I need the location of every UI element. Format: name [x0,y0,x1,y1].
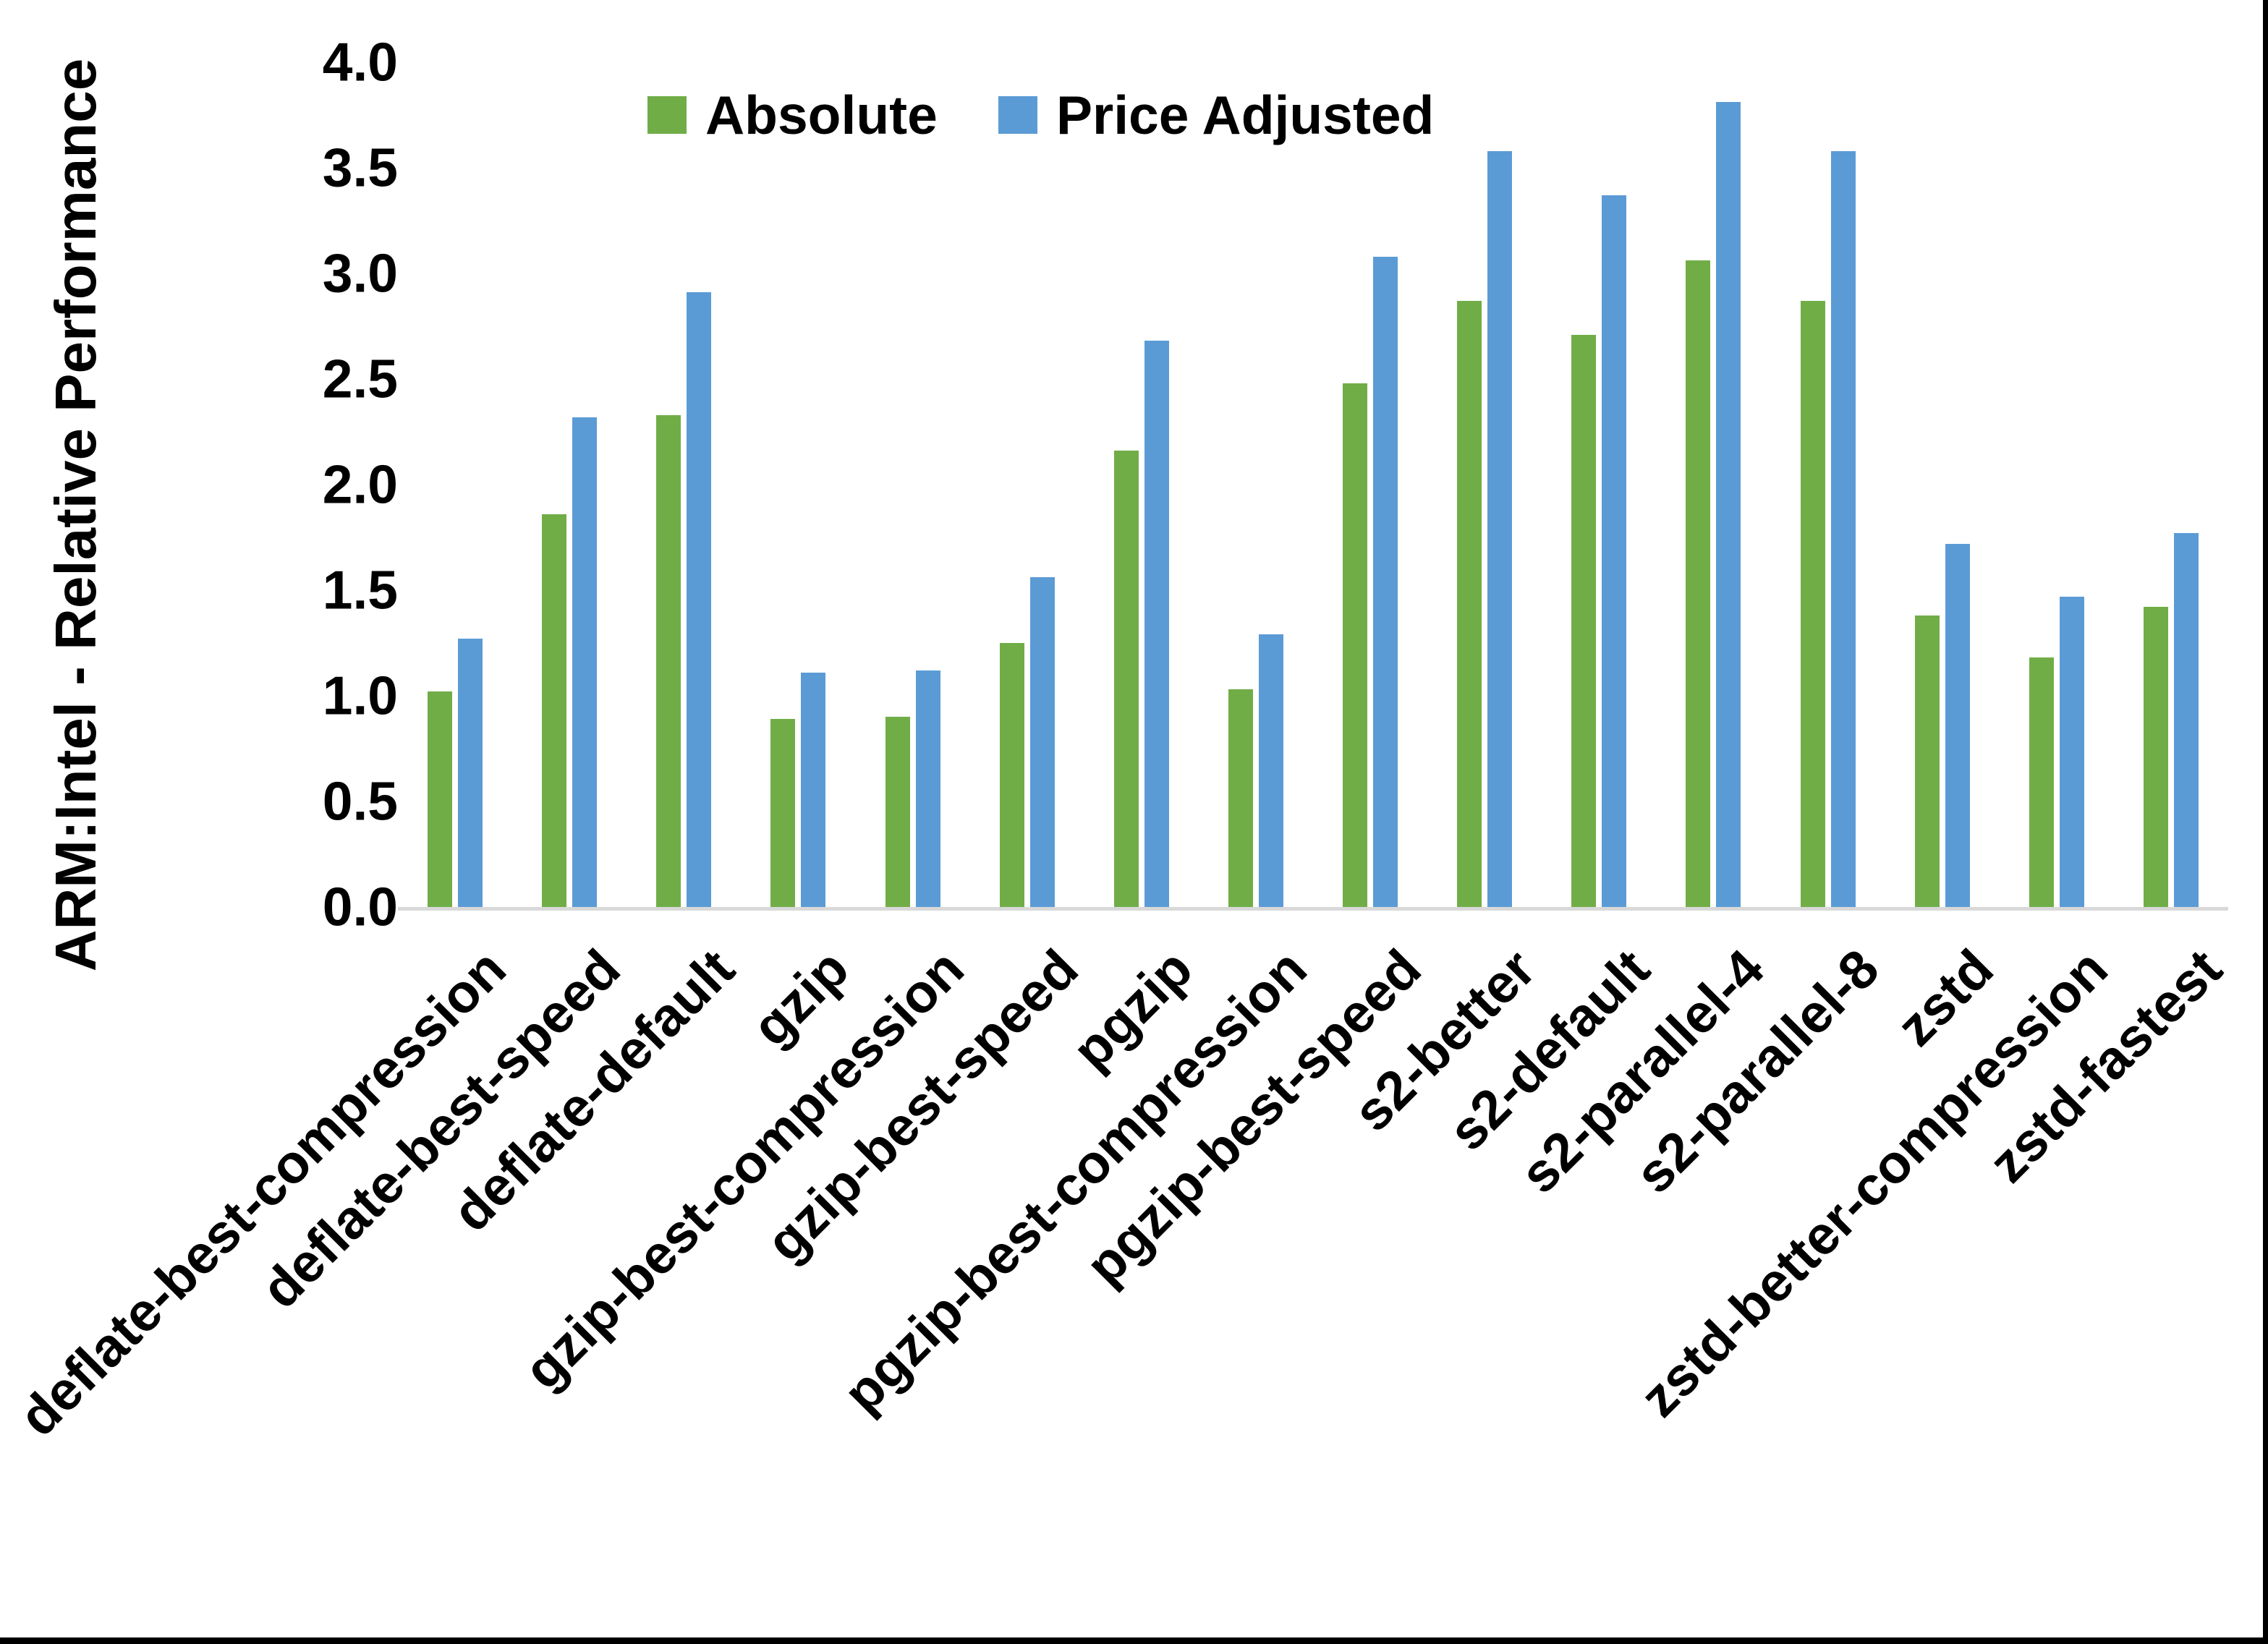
bar-absolute-s2-parallel-8 [1800,301,1825,907]
legend-swatch-price-adjusted-icon [998,96,1037,134]
legend-item-absolute: Absolute [647,88,938,142]
bar-absolute-deflate-default [656,415,681,907]
y-tick-label-3.0: 3.0 [322,242,398,304]
bar-absolute-zstd-better-compression [2029,657,2054,907]
bar-price-adjusted-deflate-best-speed [572,417,598,907]
bar-price-adjusted-pgzip-best-speed [1373,257,1398,907]
window-edge-bottom [0,1637,2268,1644]
bar-price-adjusted-gzip [801,673,826,907]
bar-price-adjusted-pgzip [1144,341,1169,907]
bar-price-adjusted-deflate-default [687,292,712,907]
bar-price-adjusted-s2-better [1487,151,1513,907]
y-tick-label-1.0: 1.0 [322,665,398,726]
legend-label-price-adjusted: Price Adjusted [1056,84,1435,145]
bar-absolute-pgzip-best-compression [1228,689,1253,907]
bar-absolute-deflate-best-compression [428,691,453,907]
bar-absolute-pgzip [1113,451,1139,907]
bar-price-adjusted-s2-parallel-4 [1716,102,1741,907]
y-tick-label-2.0: 2.0 [322,453,398,515]
bar-price-adjusted-s2-default [1602,195,1627,907]
bar-price-adjusted-gzip-best-compression [915,670,940,907]
plot-area [428,102,2199,907]
bar-absolute-s2-parallel-4 [1686,260,1711,907]
x-axis-line [398,907,2228,911]
bar-absolute-deflate-best-speed [542,514,567,907]
bar-price-adjusted-s2-parallel-8 [1830,151,1856,907]
legend-swatch-absolute-icon [647,96,687,134]
bar-absolute-gzip-best-compression [885,717,910,907]
bar-price-adjusted-gzip-best-speed [1029,577,1055,907]
y-tick-label-2.5: 2.5 [322,348,398,409]
bar-absolute-s2-default [1571,335,1597,907]
bar-price-adjusted-zstd-fastest [2173,533,2199,907]
bar-price-adjusted-zstd [1945,544,1970,907]
bar-absolute-gzip [770,719,796,907]
y-tick-label-0.5: 0.5 [322,770,398,832]
bar-price-adjusted-deflate-best-compression [458,639,483,907]
bar-absolute-zstd-fastest [2143,607,2168,907]
bar-absolute-zstd [1914,616,1940,907]
x-axis-label-deflate-best-compression: deflate-best-compression [7,937,517,1448]
y-tick-label-1.5: 1.5 [322,559,398,621]
bar-absolute-s2-better [1457,301,1482,907]
window-edge-right [2263,0,2268,1644]
bar-absolute-pgzip-best-speed [1343,383,1368,907]
legend-item-price-adjusted: Price Adjusted [998,88,1434,142]
y-tick-label-0.0: 0.0 [322,876,398,937]
bar-price-adjusted-zstd-better-compression [2059,597,2084,907]
y-tick-label-4.0: 4.0 [322,31,398,93]
legend-label-absolute: Absolute [705,84,938,145]
bar-absolute-gzip-best-speed [999,643,1024,907]
bar-price-adjusted-pgzip-best-compression [1258,634,1283,907]
y-tick-label-3.5: 3.5 [322,137,398,198]
